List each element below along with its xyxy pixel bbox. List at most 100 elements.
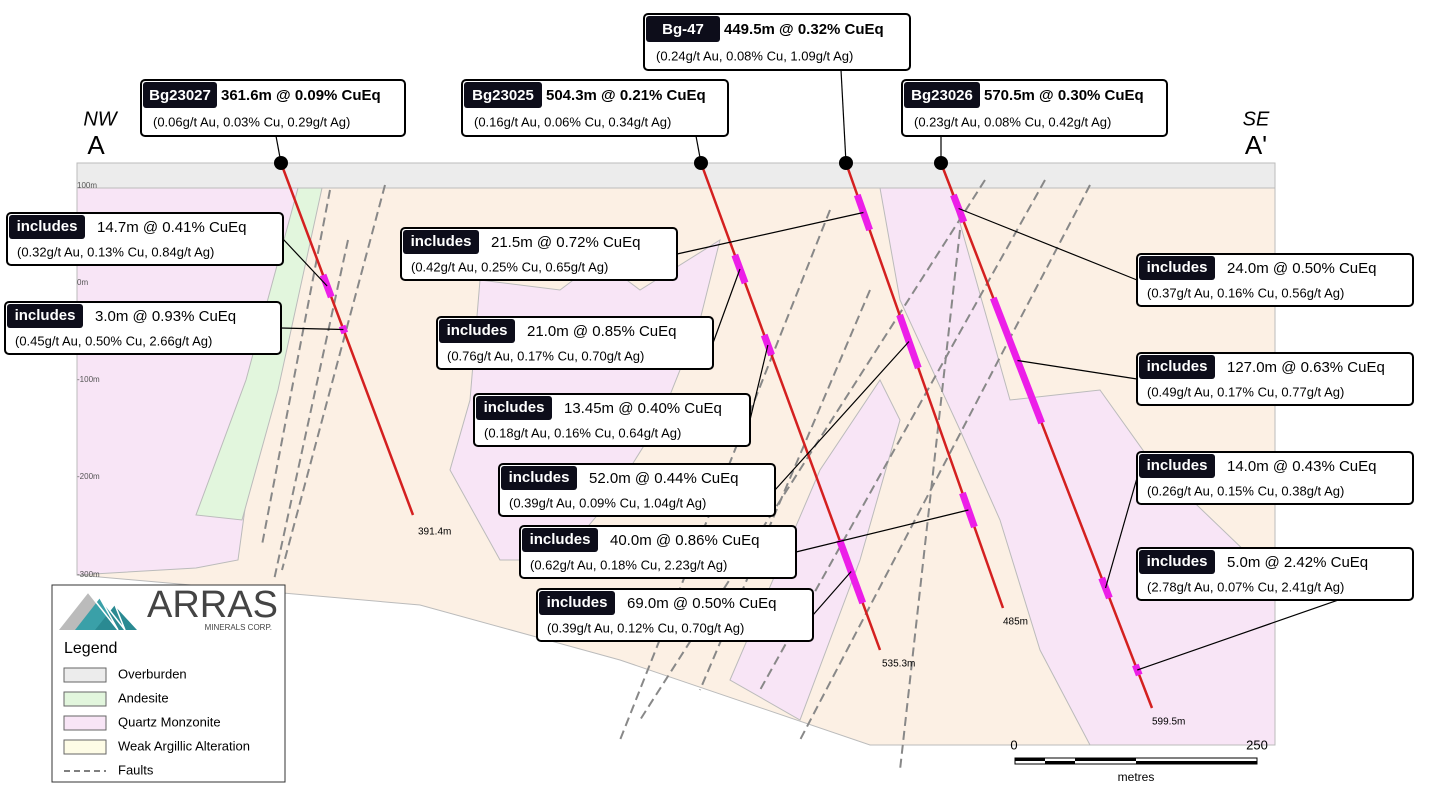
intercept-detail: (2.78g/t Au, 0.07% Cu, 2.41g/t Ag) xyxy=(1147,579,1344,594)
intercept-segment xyxy=(990,296,1045,425)
scale-unit: metres xyxy=(1118,770,1155,784)
connector xyxy=(749,344,769,421)
scale-end: 250 xyxy=(1246,737,1268,752)
legend-item: Quartz Monzonite xyxy=(118,714,221,729)
intercept-tag xyxy=(1139,454,1215,478)
intercept-tag xyxy=(403,230,479,254)
intercept-tag-label: includes xyxy=(15,307,76,324)
direction: NW xyxy=(83,108,118,130)
connector xyxy=(676,211,864,255)
intercept-tag xyxy=(439,319,515,343)
intercept-segment xyxy=(836,538,867,605)
connector xyxy=(712,268,741,344)
intercept-tag-label: includes xyxy=(1147,358,1208,375)
logo-subtitle: MINERALS CORP. xyxy=(205,623,272,632)
holes xyxy=(279,162,1154,709)
intercept-tag-label: includes xyxy=(1147,457,1208,474)
hole-tag xyxy=(143,82,217,108)
intercept-tag xyxy=(539,591,615,615)
hole-detail: (0.16g/t Au, 0.06% Cu, 0.34g/t Ag) xyxy=(474,114,671,129)
hole-summary: 449.5m @ 0.32% CuEq xyxy=(724,21,884,38)
intercept-tag-label: includes xyxy=(484,399,545,416)
hole-id: Bg23026 xyxy=(911,87,973,104)
elevation-label: 0m xyxy=(77,278,88,287)
intercept-detail: (0.18g/t Au, 0.16% Cu, 0.64g/t Ag) xyxy=(484,425,681,440)
hole-id: Bg-47 xyxy=(662,21,704,38)
intercept-detail: (0.32g/t Au, 0.13% Cu, 0.84g/t Ag) xyxy=(17,244,214,259)
intercept-detail: (0.37g/t Au, 0.16% Cu, 0.56g/t Ag) xyxy=(1147,285,1344,300)
elevation-label: -100m xyxy=(77,375,100,384)
logo-name: ARRAS xyxy=(147,584,278,626)
drill-hole xyxy=(844,162,1005,609)
connector xyxy=(958,207,1138,281)
intercept-summary: 40.0m @ 0.86% CuEq xyxy=(610,532,759,549)
intercept-tag xyxy=(1139,550,1215,574)
collar xyxy=(694,156,708,170)
drill-hole xyxy=(279,162,415,516)
intercept-tag xyxy=(1139,256,1215,280)
section-label: A xyxy=(87,130,105,160)
intercept-detail: (0.76g/t Au, 0.17% Cu, 0.70g/t Ag) xyxy=(447,348,644,363)
hole-tag xyxy=(464,82,542,108)
intercept-tag xyxy=(501,466,577,490)
intercept-segment xyxy=(896,313,922,370)
legend-item: Overburden xyxy=(118,666,187,681)
connector xyxy=(774,341,910,491)
collar xyxy=(934,156,948,170)
collar xyxy=(839,156,853,170)
legend-item: Faults xyxy=(118,762,154,777)
intercept-tag xyxy=(9,215,85,239)
connector xyxy=(812,571,852,616)
elevation-label: -300m xyxy=(77,570,100,579)
intercept-summary: 3.0m @ 0.93% CuEq xyxy=(95,308,236,325)
intercept-tag xyxy=(522,528,598,552)
section-label: A' xyxy=(1245,130,1267,160)
hole-summary: 570.5m @ 0.30% CuEq xyxy=(984,87,1144,104)
intercept-summary: 52.0m @ 0.44% CuEq xyxy=(589,470,738,487)
connector xyxy=(282,238,328,287)
hole-id: Bg23025 xyxy=(472,87,534,104)
intercept-detail: (0.26g/t Au, 0.15% Cu, 0.38g/t Ag) xyxy=(1147,483,1344,498)
scale-start: 0 xyxy=(1010,737,1017,752)
intercept-detail: (0.42g/t Au, 0.25% Cu, 0.65g/t Ag) xyxy=(411,259,608,274)
hole-detail: (0.06g/t Au, 0.03% Cu, 0.29g/t Ag) xyxy=(153,114,350,129)
hole-tag xyxy=(646,16,720,42)
intercept-tag-label: includes xyxy=(530,531,591,548)
intercept-tag xyxy=(476,396,552,420)
hole-depth: 599.5m xyxy=(1152,717,1185,728)
intercept-summary: 21.0m @ 0.85% CuEq xyxy=(527,323,676,340)
intercept-tag xyxy=(1139,355,1215,379)
connector xyxy=(1017,359,1138,380)
connector xyxy=(280,327,344,331)
intercept-tag-label: includes xyxy=(1147,259,1208,276)
hole-depth: 391.4m xyxy=(418,527,451,538)
intercept-summary: 69.0m @ 0.50% CuEq xyxy=(627,595,776,612)
intercept-tag-label: includes xyxy=(547,594,608,611)
intercept-detail: (0.39g/t Au, 0.09% Cu, 1.04g/t Ag) xyxy=(509,495,706,510)
hole-id: Bg23027 xyxy=(149,87,211,104)
hole-detail: (0.24g/t Au, 0.08% Cu, 1.09g/t Ag) xyxy=(656,48,853,63)
intercept-detail: (0.45g/t Au, 0.50% Cu, 2.66g/t Ag) xyxy=(15,333,212,348)
intercept-detail: (0.49g/t Au, 0.17% Cu, 0.77g/t Ag) xyxy=(1147,384,1344,399)
hole-tag xyxy=(904,82,980,108)
hole-detail: (0.23g/t Au, 0.08% Cu, 0.42g/t Ag) xyxy=(914,114,1111,129)
intercept-summary: 14.0m @ 0.43% CuEq xyxy=(1227,458,1376,475)
hole-summary: 361.6m @ 0.09% CuEq xyxy=(221,87,381,104)
intercept-tag-label: includes xyxy=(17,218,78,235)
intercept-detail: (0.62g/t Au, 0.18% Cu, 2.23g/t Ag) xyxy=(530,557,727,572)
legend-item: Weak Argillic Alteration xyxy=(118,738,250,753)
legend-title: Legend xyxy=(64,640,117,657)
hole-summary: 504.3m @ 0.21% CuEq xyxy=(546,87,706,104)
collar xyxy=(274,156,288,170)
hole-depth: 535.3m xyxy=(882,659,915,670)
scale-bar: 0 250 metres xyxy=(1010,737,1267,784)
intercept-tag-label: includes xyxy=(411,233,472,250)
drill-hole xyxy=(939,162,1154,709)
elevation-label: -200m xyxy=(77,472,100,481)
legend-panel: ARRAS MINERALS CORP. Legend Overburden A… xyxy=(51,584,286,783)
intercept-summary: 13.45m @ 0.40% CuEq xyxy=(564,400,722,417)
intercept-tag-label: includes xyxy=(509,469,570,486)
hole-depth: 485m xyxy=(1003,617,1028,628)
intercept-tag-label: includes xyxy=(1147,553,1208,570)
